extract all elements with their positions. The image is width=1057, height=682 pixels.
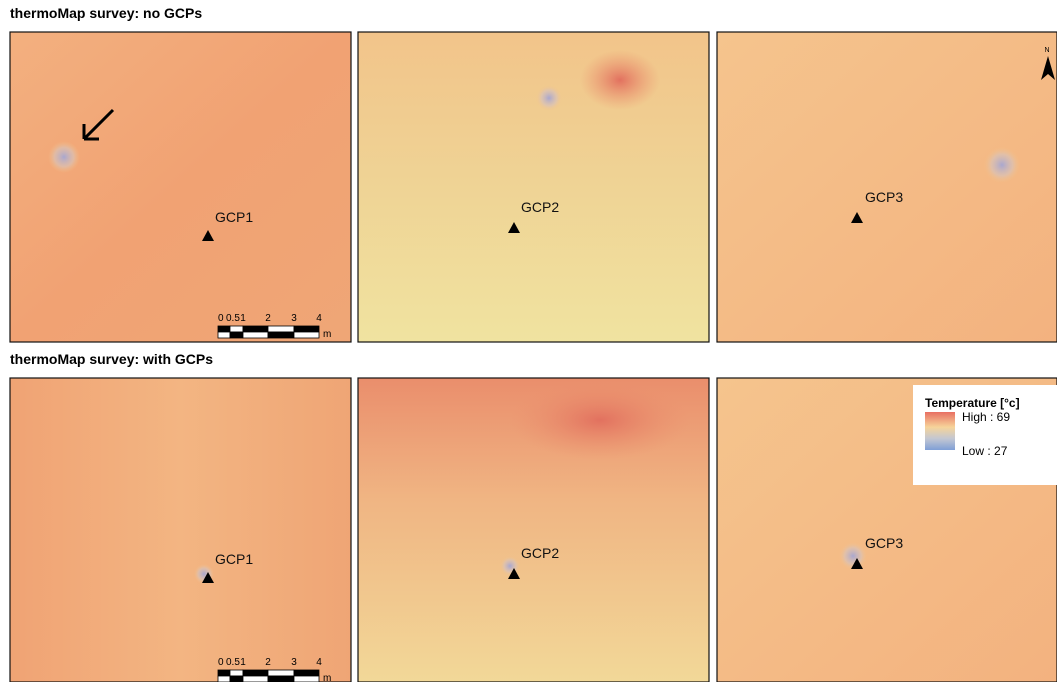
scale-segment xyxy=(218,332,230,338)
scale-label: 2 xyxy=(265,657,271,668)
map-panel xyxy=(10,378,351,682)
scale-label: 3 xyxy=(291,657,297,668)
scale-unit: m xyxy=(323,329,331,340)
cold-spot xyxy=(500,556,520,576)
scale-segment xyxy=(243,670,268,676)
scale-segment xyxy=(243,676,268,682)
scale-label: 3 xyxy=(291,313,297,324)
north-label: N xyxy=(1044,47,1049,54)
scale-label: 1 xyxy=(240,657,246,668)
row-title: thermoMap survey: with GCPs xyxy=(10,351,213,367)
scale-segment xyxy=(243,332,268,338)
map-panel xyxy=(717,32,1057,342)
scale-segment xyxy=(230,326,243,332)
scale-segment xyxy=(230,670,243,676)
scale-segment xyxy=(294,332,319,338)
scale-segment xyxy=(218,670,230,676)
scale-label: 4 xyxy=(316,657,322,668)
figure: thermoMap survey: no GCPsGCP1GCP2GCP300.… xyxy=(0,0,1057,682)
gcp-label: GCP1 xyxy=(215,209,253,225)
gcp-label: GCP2 xyxy=(521,199,559,215)
scale-label: 0 xyxy=(218,313,224,324)
cold-spot xyxy=(536,85,562,111)
legend-title: Temperature [°c] xyxy=(925,396,1020,410)
scale-segment xyxy=(230,676,243,682)
scale-segment xyxy=(268,676,294,682)
scale-segment xyxy=(230,332,243,338)
hot-spot xyxy=(510,380,690,460)
legend-ramp xyxy=(925,412,955,450)
row-title: thermoMap survey: no GCPs xyxy=(10,5,202,21)
scale-segment xyxy=(294,676,319,682)
scale-segment xyxy=(294,670,319,676)
legend-low: Low : 27 xyxy=(962,444,1008,458)
gcp-label: GCP3 xyxy=(865,535,903,551)
map-panel xyxy=(10,32,351,342)
gcp-label: GCP2 xyxy=(521,545,559,561)
scale-segment xyxy=(268,326,294,332)
cold-spot xyxy=(984,147,1020,183)
cold-spot xyxy=(48,141,80,173)
scale-unit: m xyxy=(323,673,331,682)
scale-segment xyxy=(243,326,268,332)
scale-segment xyxy=(218,326,230,332)
scale-segment xyxy=(218,676,230,682)
scale-segment xyxy=(268,670,294,676)
gcp-label: GCP1 xyxy=(215,551,253,567)
scale-label: 4 xyxy=(316,313,322,324)
scale-label: 2 xyxy=(265,313,271,324)
scale-label: 0.5 xyxy=(226,657,240,668)
gcp-label: GCP3 xyxy=(865,189,903,205)
scale-segment xyxy=(294,326,319,332)
scale-label: 0 xyxy=(218,657,224,668)
scale-label: 1 xyxy=(240,313,246,324)
hot-spot xyxy=(580,50,660,110)
scale-label: 0.5 xyxy=(226,313,240,324)
scale-segment xyxy=(268,332,294,338)
legend-high: High : 69 xyxy=(962,410,1010,424)
